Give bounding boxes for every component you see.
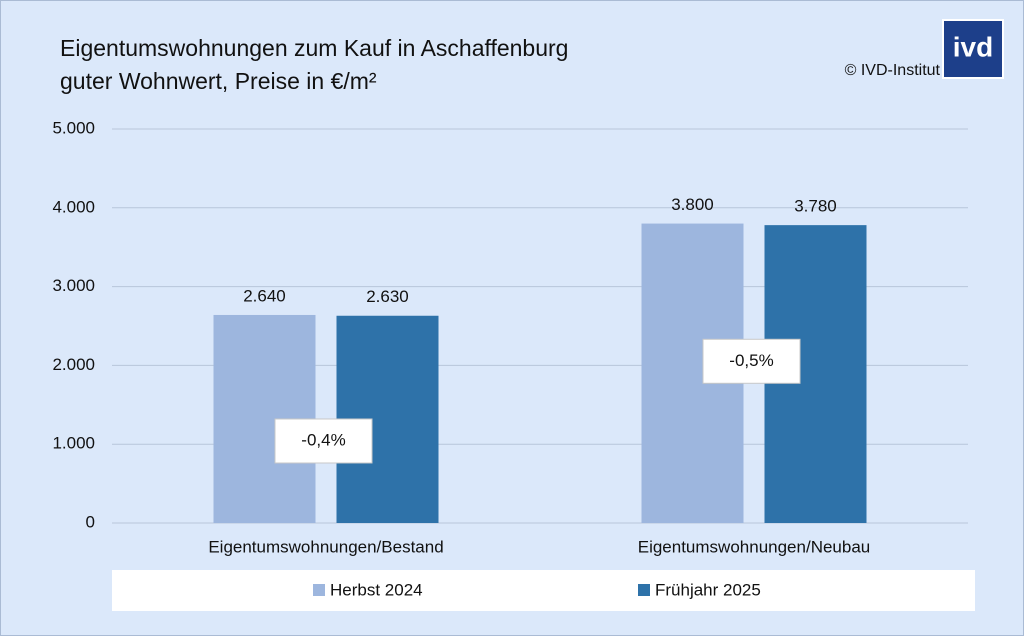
y-tick-label: 3.000 [52,276,95,295]
legend-swatch [638,584,650,596]
annotation: -0,4% [301,430,345,449]
legend-label: Frühjahr 2025 [655,580,761,599]
y-tick-label: 5.000 [52,118,95,137]
chart-title: Eigentumswohnungen zum Kauf in Aschaffen… [60,35,568,61]
legend-label: Herbst 2024 [330,580,423,599]
value-label: 2.640 [243,286,286,305]
y-tick-label: 1.000 [52,434,95,453]
source: © IVD-Institut [845,62,941,79]
x-tick-label: Eigentumswohnungen/Neubau [638,537,871,556]
y-tick-label: 2.000 [52,355,95,374]
legend-swatch [313,584,325,596]
value-label: 3.800 [671,195,714,214]
chart-subtitle: guter Wohnwert, Preise in €/m² [60,68,377,94]
y-tick-label: 4.000 [52,197,95,216]
annotation: -0,5% [729,351,773,370]
y-tick-label: 0 [86,512,95,531]
value-label: 3.780 [794,197,837,216]
annotation-box [702,338,801,384]
legend-box [112,570,975,611]
logo-box [942,19,1004,79]
annotation-box [274,418,373,464]
logo: ivd [953,31,993,62]
value-label: 2.630 [366,287,409,306]
x-tick-label: Eigentumswohnungen/Bestand [208,537,443,556]
